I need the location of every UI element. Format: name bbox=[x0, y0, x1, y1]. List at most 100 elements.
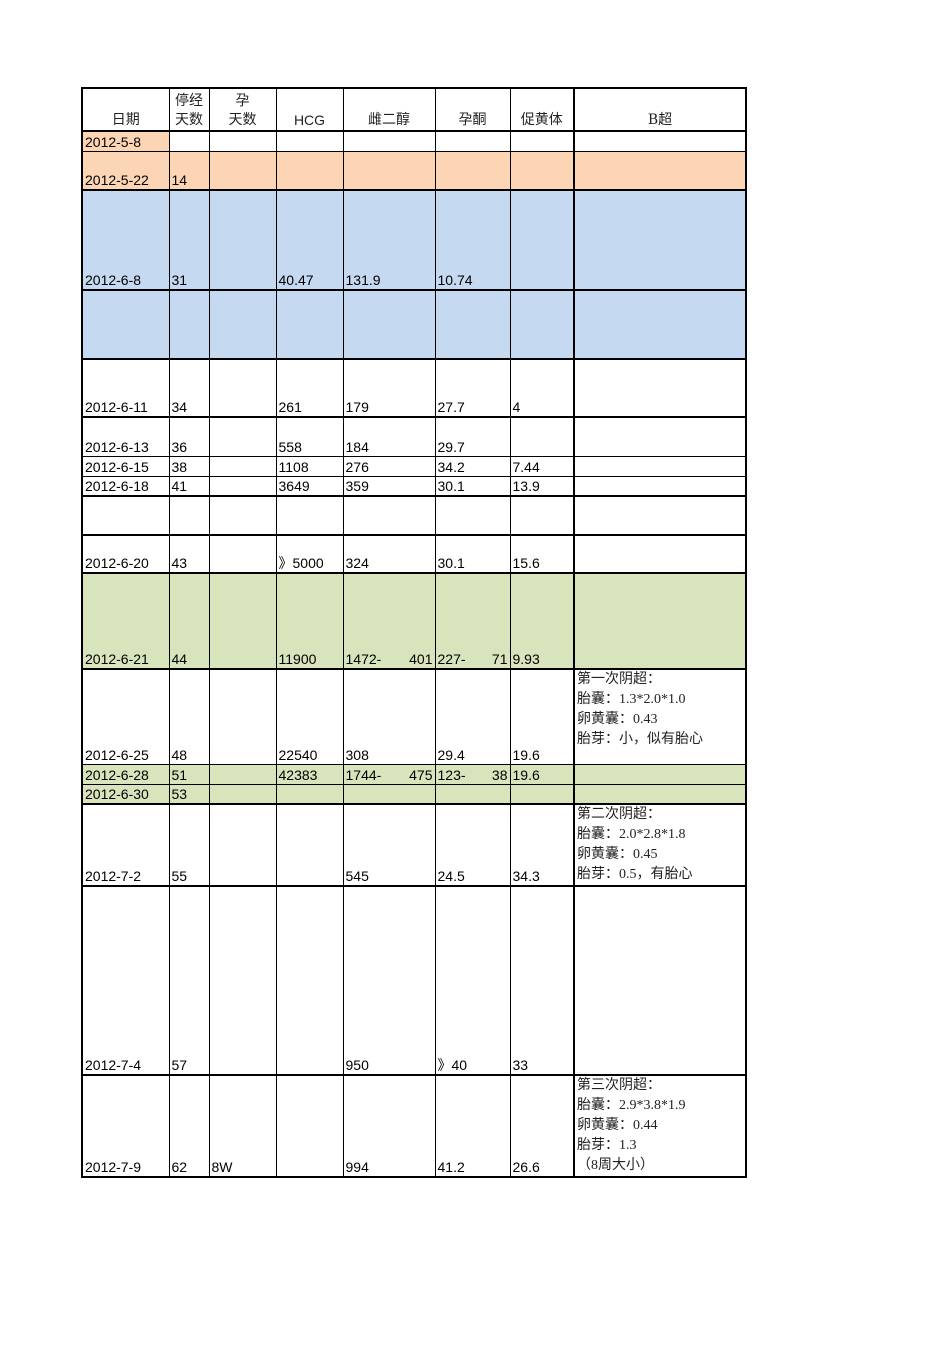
cell-estradiol[interactable]: 308 bbox=[342, 668, 436, 765]
cell-hcg[interactable] bbox=[275, 495, 344, 536]
cell-progesterone[interactable]: 29.7 bbox=[434, 416, 511, 457]
cell-date[interactable]: 2012-6-30 bbox=[81, 783, 170, 805]
cell-lh[interactable]: 4 bbox=[509, 358, 575, 418]
cell-hcg[interactable]: 22540 bbox=[275, 668, 344, 765]
header-hcg[interactable]: HCG bbox=[275, 87, 344, 132]
cell-progesterone[interactable] bbox=[434, 150, 511, 191]
cell-pregnancy-days[interactable] bbox=[208, 289, 277, 360]
cell-days-since-lmp[interactable]: 55 bbox=[168, 803, 210, 887]
cell-days-since-lmp[interactable] bbox=[168, 495, 210, 536]
cell-days-since-lmp[interactable]: 62 bbox=[168, 1074, 210, 1178]
cell-ultrasound[interactable] bbox=[573, 416, 747, 457]
cell-hcg[interactable] bbox=[275, 289, 344, 360]
cell-ultrasound[interactable] bbox=[573, 189, 747, 291]
cell-estradiol[interactable]: 1744- 475 bbox=[342, 763, 436, 785]
cell-ultrasound[interactable] bbox=[573, 150, 747, 191]
cell-date[interactable]: 2012-7-2 bbox=[81, 803, 170, 887]
cell-hcg[interactable]: 261 bbox=[275, 358, 344, 418]
cell-estradiol[interactable]: 179 bbox=[342, 358, 436, 418]
cell-date[interactable]: 2012-6-18 bbox=[81, 475, 170, 497]
cell-progesterone[interactable]: 》40 bbox=[434, 885, 511, 1076]
cell-days-since-lmp[interactable]: 43 bbox=[168, 534, 210, 574]
cell-days-since-lmp[interactable]: 57 bbox=[168, 885, 210, 1076]
cell-date[interactable]: 2012-7-4 bbox=[81, 885, 170, 1076]
cell-progesterone[interactable] bbox=[434, 783, 511, 805]
cell-days-since-lmp[interactable]: 34 bbox=[168, 358, 210, 418]
cell-ultrasound[interactable]: 第二次阴超： 胎囊：2.0*2.8*1.8 卵黄囊：0.45 胎芽：0.5，有胎… bbox=[573, 803, 747, 887]
cell-pregnancy-days[interactable] bbox=[208, 475, 277, 497]
cell-lh[interactable] bbox=[509, 150, 575, 191]
cell-progesterone[interactable] bbox=[434, 289, 511, 360]
cell-progesterone[interactable] bbox=[434, 495, 511, 536]
cell-pregnancy-days[interactable] bbox=[208, 358, 277, 418]
cell-pregnancy-days[interactable] bbox=[208, 189, 277, 291]
cell-date[interactable]: 2012-7-9 bbox=[81, 1074, 170, 1178]
cell-pregnancy-days[interactable] bbox=[208, 495, 277, 536]
cell-days-since-lmp[interactable]: 14 bbox=[168, 150, 210, 191]
cell-ultrasound[interactable] bbox=[573, 358, 747, 418]
cell-estradiol[interactable]: 950 bbox=[342, 885, 436, 1076]
cell-hcg[interactable]: 3649 bbox=[275, 475, 344, 497]
cell-date[interactable]: 2012-6-28 bbox=[81, 763, 170, 785]
cell-pregnancy-days[interactable] bbox=[208, 803, 277, 887]
cell-estradiol[interactable]: 184 bbox=[342, 416, 436, 457]
cell-progesterone[interactable]: 227- 71 bbox=[434, 572, 511, 670]
cell-estradiol[interactable]: 1472- 401 bbox=[342, 572, 436, 670]
cell-ultrasound[interactable] bbox=[573, 495, 747, 536]
cell-ultrasound[interactable]: 第三次阴超： 胎囊：2.9*3.8*1.9 卵黄囊：0.44 胎芽：1.3 （8… bbox=[573, 1074, 747, 1178]
cell-lh[interactable] bbox=[509, 495, 575, 536]
cell-progesterone[interactable]: 123- 38 bbox=[434, 763, 511, 785]
cell-lh[interactable]: 34.3 bbox=[509, 803, 575, 887]
header-progesterone[interactable]: 孕酮 bbox=[434, 87, 511, 132]
cell-progesterone[interactable]: 34.2 bbox=[434, 455, 511, 477]
cell-estradiol[interactable]: 276 bbox=[342, 455, 436, 477]
cell-lh[interactable]: 13.9 bbox=[509, 475, 575, 497]
cell-date[interactable]: 2012-5-8 bbox=[81, 130, 170, 152]
cell-progesterone[interactable]: 24.5 bbox=[434, 803, 511, 887]
cell-hcg[interactable]: 1108 bbox=[275, 455, 344, 477]
cell-estradiol[interactable] bbox=[342, 130, 436, 152]
cell-hcg[interactable] bbox=[275, 1074, 344, 1178]
cell-hcg[interactable] bbox=[275, 803, 344, 887]
cell-hcg[interactable] bbox=[275, 885, 344, 1076]
cell-hcg[interactable] bbox=[275, 150, 344, 191]
cell-date[interactable]: 2012-6-8 bbox=[81, 189, 170, 291]
header-days-since-lmp[interactable]: 停经 天数 bbox=[168, 87, 210, 132]
cell-date[interactable]: 2012-6-15 bbox=[81, 455, 170, 477]
cell-days-since-lmp[interactable] bbox=[168, 130, 210, 152]
cell-lh[interactable]: 19.6 bbox=[509, 668, 575, 765]
cell-hcg[interactable] bbox=[275, 130, 344, 152]
cell-hcg[interactable]: 558 bbox=[275, 416, 344, 457]
cell-pregnancy-days[interactable] bbox=[208, 130, 277, 152]
cell-date[interactable] bbox=[81, 495, 170, 536]
cell-lh[interactable] bbox=[509, 189, 575, 291]
cell-progesterone[interactable]: 30.1 bbox=[434, 475, 511, 497]
cell-ultrasound[interactable] bbox=[573, 572, 747, 670]
cell-progesterone[interactable] bbox=[434, 130, 511, 152]
cell-estradiol[interactable]: 545 bbox=[342, 803, 436, 887]
cell-days-since-lmp[interactable]: 36 bbox=[168, 416, 210, 457]
cell-pregnancy-days[interactable] bbox=[208, 572, 277, 670]
cell-hcg[interactable]: 40.47 bbox=[275, 189, 344, 291]
cell-pregnancy-days[interactable] bbox=[208, 763, 277, 785]
cell-days-since-lmp[interactable] bbox=[168, 289, 210, 360]
cell-date[interactable]: 2012-6-11 bbox=[81, 358, 170, 418]
cell-lh[interactable]: 9.93 bbox=[509, 572, 575, 670]
cell-lh[interactable] bbox=[509, 130, 575, 152]
cell-lh[interactable]: 15.6 bbox=[509, 534, 575, 574]
cell-lh[interactable] bbox=[509, 783, 575, 805]
cell-progesterone[interactable]: 30.1 bbox=[434, 534, 511, 574]
cell-date[interactable]: 2012-5-22 bbox=[81, 150, 170, 191]
cell-progesterone[interactable]: 27.7 bbox=[434, 358, 511, 418]
cell-pregnancy-days[interactable] bbox=[208, 150, 277, 191]
cell-progesterone[interactable]: 41.2 bbox=[434, 1074, 511, 1178]
cell-estradiol[interactable]: 324 bbox=[342, 534, 436, 574]
header-pregnancy-days[interactable]: 孕 天数 bbox=[208, 87, 277, 132]
cell-estradiol[interactable]: 131.9 bbox=[342, 189, 436, 291]
header-estradiol[interactable]: 雌二醇 bbox=[342, 87, 436, 132]
cell-days-since-lmp[interactable]: 44 bbox=[168, 572, 210, 670]
cell-date[interactable]: 2012-6-21 bbox=[81, 572, 170, 670]
cell-date[interactable]: 2012-6-20 bbox=[81, 534, 170, 574]
cell-ultrasound[interactable]: 第一次阴超： 胎囊：1.3*2.0*1.0 卵黄囊：0.43 胎芽：小，似有胎心 bbox=[573, 668, 747, 765]
cell-estradiol[interactable]: 994 bbox=[342, 1074, 436, 1178]
